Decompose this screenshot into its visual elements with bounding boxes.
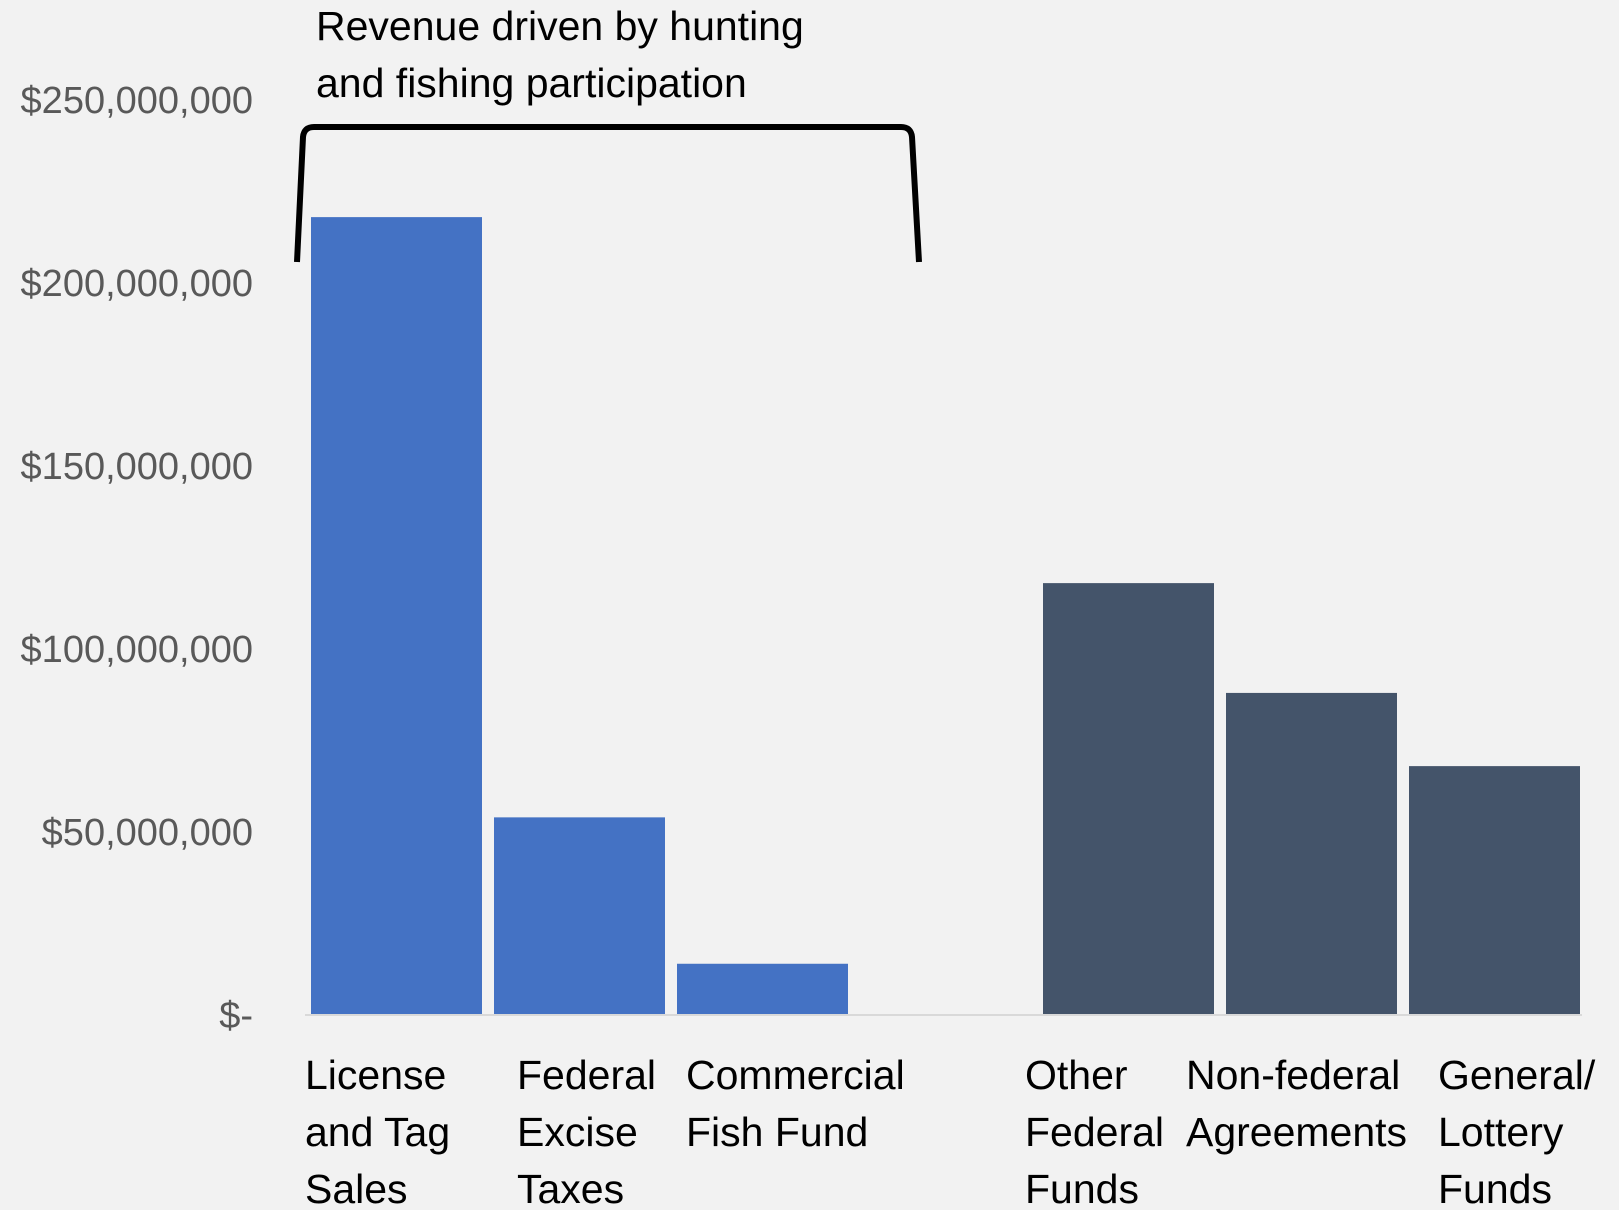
x-axis: License and Tag Sales Federal Excise Taxes Com… <box>305 1052 1596 1210</box>
x-tick-label-line: Fish Fund <box>686 1109 868 1155</box>
x-tick-label: General/Lottery Funds <box>1438 1052 1596 1210</box>
x-tick-label-line: Excise <box>517 1109 638 1155</box>
bar <box>677 963 848 1015</box>
y-tick-label: $200,000,000 <box>21 263 253 305</box>
x-tick-label-line: Funds <box>1025 1166 1139 1210</box>
annotation: Revenue driven by hunting and fishing par… <box>294 3 922 263</box>
x-tick-label-line: General/ <box>1438 1052 1596 1098</box>
x-tick-label: Federal Excise Taxes <box>517 1052 656 1210</box>
y-tick-label: $50,000,000 <box>42 812 253 854</box>
x-tick-label-line: Federal <box>1025 1109 1164 1155</box>
bar <box>1226 692 1397 1015</box>
annotation-text: and fishing participation <box>316 60 747 106</box>
y-tick-label: $150,000,000 <box>21 446 253 488</box>
annotation-bracket <box>294 124 922 263</box>
x-tick-label-line: Taxes <box>517 1166 624 1210</box>
x-tick-label-line: Federal <box>517 1052 656 1098</box>
x-tick-label-line: Funds <box>1438 1166 1552 1210</box>
annotation-text: Revenue driven by hunting <box>316 3 804 49</box>
x-tick-label-line: Sales <box>305 1166 408 1210</box>
x-tick-label: Commercial Fish Fund <box>686 1052 905 1155</box>
x-tick-label-line: Commercial <box>686 1052 905 1098</box>
x-tick-label-line: Lottery <box>1438 1109 1564 1155</box>
x-tick-label-line: Agreements <box>1186 1109 1407 1155</box>
bar <box>1043 583 1214 1015</box>
x-tick-label-line: and Tag <box>305 1109 450 1155</box>
bar <box>494 817 665 1015</box>
y-tick-label: $250,000,000 <box>21 80 253 122</box>
bar <box>311 217 482 1015</box>
x-tick-label: License and Tag Sales <box>305 1052 450 1210</box>
x-tick-label-line: License <box>305 1052 446 1098</box>
x-tick-label-line: Non-federal <box>1186 1052 1400 1098</box>
bar <box>1409 766 1580 1015</box>
x-tick-label-line: Other <box>1025 1052 1128 1098</box>
y-tick-label: $100,000,000 <box>21 629 253 671</box>
y-axis: $- $50,000,000 $100,000,000 $150,000,000 $20… <box>21 80 253 1037</box>
y-tick-label: $- <box>219 995 253 1037</box>
x-tick-label: Other Federal Funds <box>1025 1052 1164 1210</box>
bars <box>311 217 1580 1015</box>
x-tick-label: Non-federal Agreements <box>1186 1052 1407 1155</box>
